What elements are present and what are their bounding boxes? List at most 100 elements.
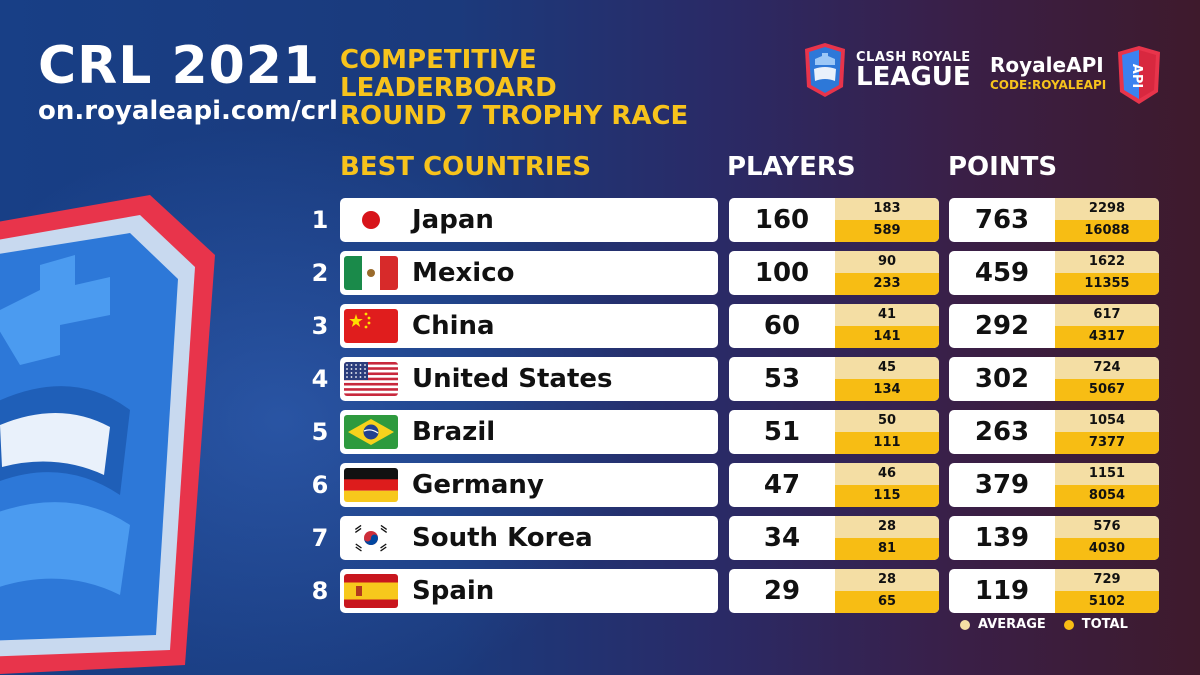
rank-number: 8 [311,577,329,605]
rank-number: 4 [311,365,329,393]
points-total: 4317 [1055,326,1159,348]
points-cell: 119 729 5102 [949,569,1159,613]
points-average: 1622 [1055,251,1159,273]
players-cell: 60 41 141 [729,304,939,348]
points-value: 763 [974,205,1030,235]
points-value: 263 [974,417,1030,447]
league-shield-icon [0,195,215,675]
rank-number: 5 [311,418,329,446]
country-cell: Japan [340,198,718,242]
points-average: 617 [1055,304,1159,326]
api-badge-text: API [1129,64,1144,88]
country-name: Spain [412,576,495,606]
points-total: 4030 [1055,538,1159,560]
royaleapi-code: CODE:ROYALEAPI [990,78,1107,92]
points-value: 292 [974,311,1030,341]
points-value: 302 [974,364,1030,394]
country-cell: Germany [340,463,718,507]
table-row[interactable]: 7 South Korea 34 28 81 139 576 4030 [0,515,1200,561]
legend-average-label: AVERAGE [978,617,1046,632]
germany-flag-icon [344,468,398,502]
country-name: China [412,311,495,341]
table-row[interactable]: 6 Germany 47 46 115 379 1151 8054 [0,462,1200,508]
players-value: 160 [754,205,810,235]
players-average: 50 [835,410,939,432]
subtitle-line: ROUND 7 TROPHY RACE [340,101,689,131]
table-row[interactable]: 4 United States 53 45 134 302 724 5067 [0,356,1200,402]
column-header-points: POINTS [948,152,1058,182]
points-average: 2298 [1055,198,1159,220]
table-row[interactable]: 5 Brazil 51 50 111 263 1054 7377 [0,409,1200,455]
points-total: 16088 [1055,220,1159,242]
column-header-players: PLAYERS [727,152,856,182]
players-average: 46 [835,463,939,485]
table-row[interactable]: 3 China 60 41 141 292 617 4317 [0,303,1200,349]
points-total: 5067 [1055,379,1159,401]
subtitle-line: LEADERBOARD [340,73,557,103]
players-average: 183 [835,198,939,220]
players-total: 589 [835,220,939,242]
table-row[interactable]: 1 Japan 160 183 589 763 2298 16088 [0,197,1200,243]
points-cell: 263 1054 7377 [949,410,1159,454]
players-value: 100 [754,258,810,288]
country-cell: United States [340,357,718,401]
players-value: 60 [763,311,801,341]
page-title: CRL 2021 [38,36,321,96]
players-value: 29 [763,576,801,606]
legend-total-swatch [1063,619,1074,630]
country-name: South Korea [412,523,593,553]
title-url[interactable]: on.royaleapi.com/crl [38,96,338,126]
points-average: 724 [1055,357,1159,379]
royaleapi-name: RoyaleAPI [990,53,1104,77]
legend-total-label: TOTAL [1081,617,1128,632]
players-total: 134 [835,379,939,401]
legend-average-swatch [960,619,970,630]
clash-royale-league-logo: CLASH ROYALE LEAGUE [802,43,971,97]
table-row[interactable]: 8 Spain 29 28 65 119 729 5102 [0,568,1200,614]
points-total: 11355 [1055,273,1159,295]
players-total: 141 [835,326,939,348]
country-cell: China [340,304,718,348]
subtitle: COMPETITIVE LEADERBOARD ROUND 7 TROPHY R… [340,46,688,130]
rank-number: 3 [311,312,329,340]
points-value: 459 [974,258,1030,288]
points-average: 1054 [1055,410,1159,432]
players-total: 65 [835,591,939,613]
legend: AVERAGE TOTAL [960,617,1128,632]
rank-number: 2 [311,259,329,287]
league-wordmark-line1: CLASH ROYALE [856,49,971,65]
country-name: Japan [412,205,494,235]
players-average: 28 [835,569,939,591]
points-cell: 459 1622 11355 [949,251,1159,295]
table-row[interactable]: 2 Mexico 100 90 233 459 1622 11355 [0,250,1200,296]
players-cell: 29 28 65 [729,569,939,613]
players-average: 45 [835,357,939,379]
players-cell: 100 90 233 [729,251,939,295]
points-value: 139 [974,523,1030,553]
royaleapi-badge-icon: API [1118,46,1160,104]
players-cell: 53 45 134 [729,357,939,401]
subtitle-line: COMPETITIVE [340,45,537,75]
points-total: 7377 [1055,432,1159,454]
japan-flag-icon [344,203,398,237]
points-average: 1151 [1055,463,1159,485]
country-name: United States [412,364,613,394]
south-korea-flag-icon [344,521,398,555]
rank-number: 1 [311,206,329,234]
players-total: 81 [835,538,939,560]
players-value: 51 [763,417,801,447]
league-wordmark: CLASH ROYALE LEAGUE [856,51,971,90]
points-cell: 139 576 4030 [949,516,1159,560]
country-cell: South Korea [340,516,718,560]
players-cell: 34 28 81 [729,516,939,560]
players-cell: 47 46 115 [729,463,939,507]
column-header-countries: BEST COUNTRIES [340,152,592,182]
rank-number: 6 [311,471,329,499]
players-value: 34 [763,523,801,553]
players-average: 28 [835,516,939,538]
players-cell: 160 183 589 [729,198,939,242]
players-total: 233 [835,273,939,295]
points-cell: 763 2298 16088 [949,198,1159,242]
league-crest-icon [805,43,845,97]
players-total: 111 [835,432,939,454]
